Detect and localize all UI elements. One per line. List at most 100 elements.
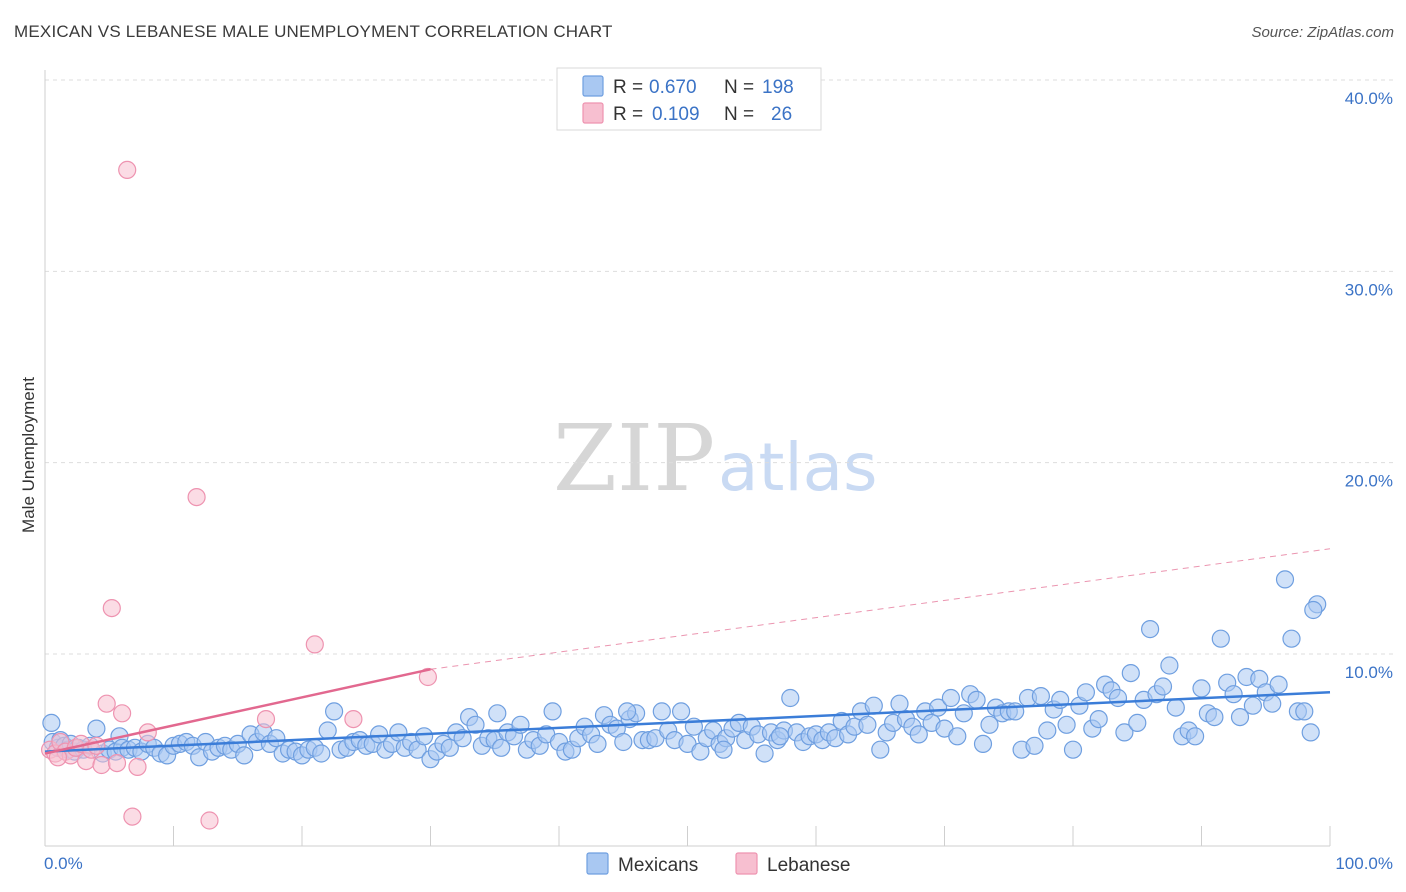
mexicans-point-184: [1192, 679, 1211, 698]
mexicans-point-207: [770, 727, 790, 746]
lebanese-trend-line: [44, 668, 431, 755]
chart-title: MEXICAN VS LEBANESE MALE UNEMPLOYMENT CO…: [14, 22, 613, 41]
lebanese-point-14: [112, 704, 132, 723]
x-tick-label-100: 100.0%: [1335, 854, 1393, 873]
mexicans-point-69: [453, 729, 472, 748]
mexicans-point-178: [1153, 677, 1173, 696]
mexicans-point-171: [1108, 688, 1128, 708]
lebanese-point-25: [48, 748, 68, 767]
source-label: Source: ZipAtlas.com: [1251, 24, 1394, 41]
mexicans-point-173: [1121, 663, 1140, 683]
mexicans-point-147: [954, 704, 973, 723]
mexicans-point-49: [325, 702, 344, 721]
lebanese-point-22: [305, 635, 324, 654]
series-mexicans: [42, 570, 1327, 769]
mexicans-point-183: [1185, 727, 1205, 746]
lebanese-point-16: [123, 807, 142, 826]
mexicans-point-0: [42, 713, 61, 733]
mexicans-point-140: [909, 725, 928, 744]
mexicans-point-198: [1282, 629, 1301, 648]
lebanese-point-23: [344, 709, 363, 729]
mexicans-point-103: [671, 702, 691, 721]
trend-lines: [44, 548, 1331, 755]
series-legend: Mexicans Lebanese: [586, 852, 850, 876]
y-tick-label-10: 10.0%: [1345, 663, 1393, 682]
mexicans-point-176: [1140, 619, 1160, 639]
mexicans-point-83: [543, 702, 562, 721]
y-tick-labels: 10.0% 20.0% 30.0% 40.0%: [1345, 89, 1393, 682]
legend-r-value-1: 0.109: [652, 104, 700, 125]
mexicans-trend-line: [44, 691, 1331, 753]
mexicans-point-48: [318, 721, 337, 740]
mexicans-point-204: [488, 704, 507, 723]
lebanese-point-17: [128, 757, 147, 777]
lebanese-point-13: [107, 753, 127, 773]
lebanese-point-12: [102, 598, 121, 618]
legend-swatch-mexicans: [582, 75, 604, 97]
legend-r-value-0: 0.670: [649, 77, 697, 98]
mexicans-point-47: [312, 744, 331, 763]
series-lebanese: [40, 160, 437, 830]
legend-swatch-lebanese: [582, 102, 604, 124]
mexicans-point-75: [492, 738, 511, 757]
grid-lines: [45, 79, 1395, 655]
mexicans-point-180: [1166, 698, 1185, 717]
lebanese-point-19: [187, 488, 206, 507]
mexicans-point-120: [781, 688, 800, 708]
series-legend-label-mexicans: Mexicans: [618, 855, 698, 876]
mexicans-point-201: [1301, 723, 1320, 742]
mexicans-point-146: [948, 727, 967, 746]
mexicans-point-100: [652, 702, 671, 721]
legend-n-value-1: 26: [771, 104, 792, 125]
mexicans-point-134: [871, 740, 890, 759]
mexicans-point-190: [1230, 707, 1250, 727]
mexicans-point-40: [267, 729, 286, 748]
lebanese-point-21: [256, 709, 276, 729]
mexicans-point-151: [980, 715, 999, 734]
series-legend-swatch-lebanese: [735, 852, 758, 875]
y-axis-label: Male Unemployment: [19, 377, 38, 533]
lebanese-point-15: [118, 160, 137, 179]
mexicans-point-94: [614, 732, 633, 752]
y-tick-label-30: 30.0%: [1345, 280, 1393, 299]
mexicans-point-90: [588, 734, 607, 754]
mexicans-point-71: [466, 715, 485, 734]
mexicans-point-56: [370, 725, 389, 744]
x-tick-label-0: 0.0%: [44, 854, 83, 873]
mexicans-point-149: [967, 690, 986, 710]
mexicans-point-205: [617, 702, 637, 721]
mexicans-point-172: [1115, 723, 1134, 742]
mexicans-point-164: [1063, 740, 1083, 759]
legend-r-label-1: R =: [613, 104, 643, 125]
mexicans-point-63: [415, 727, 434, 746]
lebanese-point-11: [97, 694, 116, 713]
lebanese-point-20: [200, 811, 219, 830]
mexicans-point-187: [1211, 629, 1230, 648]
mexicans-point-174: [1128, 713, 1147, 733]
watermark-zip: ZIP: [553, 405, 715, 512]
mexicans-point-168: [1089, 709, 1108, 729]
series-legend-swatch-mexicans: [586, 852, 609, 875]
mexicans-point-200: [1295, 702, 1314, 721]
legend-n-label-1: N =: [724, 104, 754, 125]
mexicans-point-133: [864, 696, 883, 715]
watermark-atlas: atlas: [718, 429, 878, 506]
legend-n-value-0: 198: [762, 77, 794, 98]
lebanese-point-24: [418, 667, 437, 687]
mexicans-point-137: [890, 694, 909, 713]
mexicans-point-197: [1275, 570, 1295, 589]
mexicans-point-206: [714, 740, 733, 759]
mexicans-point-192: [1243, 696, 1263, 715]
legend-n-label-0: N =: [724, 77, 754, 98]
mexicans-point-11: [87, 719, 106, 738]
mexicans-point-150: [973, 734, 993, 754]
series-legend-label-lebanese: Lebanese: [767, 855, 850, 876]
mexicans-point-145: [941, 688, 961, 708]
mexicans-point-163: [1057, 715, 1076, 734]
y-tick-label-40: 40.0%: [1345, 89, 1393, 108]
mexicans-point-186: [1205, 707, 1224, 727]
mexicans-point-159: [1031, 686, 1051, 706]
mexicans-point-160: [1038, 721, 1057, 740]
mexicans-point-196: [1269, 675, 1288, 694]
